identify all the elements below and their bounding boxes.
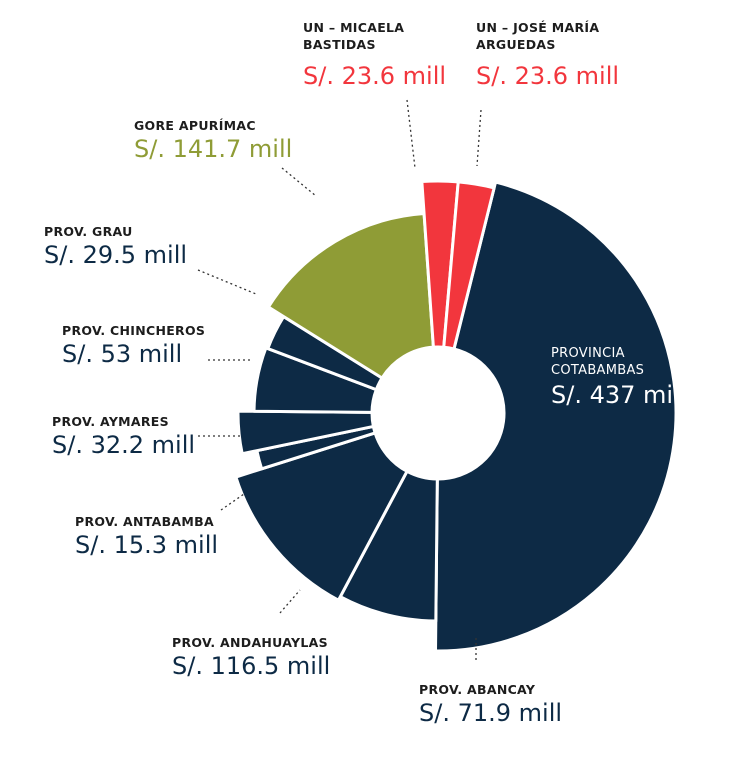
slice-andahuaylas [234, 431, 409, 602]
label-prov-grau: PROV. GRAU S/. 29.5 mill [44, 224, 188, 269]
label-name: BASTIDAS [303, 36, 376, 52]
label-name: PROV. AYMARES [52, 414, 169, 429]
label-prov-aymares: PROV. AYMARES S/. 32.2 mill [52, 414, 196, 459]
leader-jose-maria-arguedas [476, 109, 482, 167]
label-value: S/. 32.2 mill [52, 430, 196, 459]
label-provincia-cotabambas: PROVINCIA COTABAMBAS S/. 437 mill [551, 347, 686, 407]
label-name: GORE APURÍMAC [134, 118, 256, 133]
label-value: S/. 141.7 mill [134, 134, 293, 163]
label-name: COTABAMBAS [551, 363, 645, 378]
label-value: S/. 53 mill [62, 339, 183, 368]
label-name: PROVINCIA [551, 346, 625, 361]
leader-micaela-bastidas [406, 99, 416, 169]
label-jose-maria-arguedas: UN – JOSÉ MARÍA ARGUEDAS [476, 20, 600, 52]
slice-jose-maria-arguedas [442, 180, 496, 351]
leader-prov-antabamba [220, 493, 245, 511]
label-value: S/. 71.9 mill [419, 698, 563, 727]
value-micaela-bastidas: S/. 23.6 mill [303, 64, 446, 88]
leader-gore-apurimac [281, 167, 317, 197]
label-name: UN – JOSÉ MARÍA [476, 20, 600, 35]
label-value: S/. 23.6 mill [476, 62, 620, 90]
label-name: PROV. CHINCHEROS [62, 323, 206, 338]
label-name: ARGUEDAS [476, 36, 556, 52]
label-name: PROV. ANTABAMBA [75, 514, 214, 529]
slice-chincheros [252, 346, 378, 414]
label-value: S/. 116.5 mill [172, 651, 331, 680]
label-prov-chincheros: PROV. CHINCHEROS S/. 53 mill [62, 323, 206, 368]
value-jose-maria-arguedas: S/. 23.6 mill [476, 64, 619, 88]
label-value: S/. 15.3 mill [75, 530, 219, 559]
label-gore-apurimac: GORE APURÍMAC S/. 141.7 mill [134, 118, 293, 163]
label-prov-antabamba: PROV. ANTABAMBA S/. 15.3 mill [75, 514, 219, 559]
leader-prov-grau [197, 269, 257, 295]
label-name: PROV. ANDAHUAYLAS [172, 635, 328, 650]
label-prov-abancay: PROV. ABANCAY S/. 71.9 mill [419, 682, 563, 727]
slice-gore-apurimac [266, 211, 435, 380]
slice-cotabambas [434, 180, 678, 653]
label-value: S/. 29.5 mill [44, 240, 188, 269]
label-name: UN – MICAELA [303, 20, 405, 35]
label-prov-andahuaylas: PROV. ANDAHUAYLAS S/. 116.5 mill [172, 635, 331, 680]
label-name: PROV. GRAU [44, 224, 133, 239]
label-value: S/. 437 mill [551, 381, 687, 409]
leader-prov-andahuaylas [279, 589, 301, 614]
donut-slices [234, 179, 678, 653]
label-name: PROV. ABANCAY [419, 682, 536, 697]
label-value: S/. 23.6 mill [303, 62, 447, 90]
label-micaela-bastidas: UN – MICAELA BASTIDAS [303, 20, 405, 52]
leader-lines [197, 99, 482, 660]
